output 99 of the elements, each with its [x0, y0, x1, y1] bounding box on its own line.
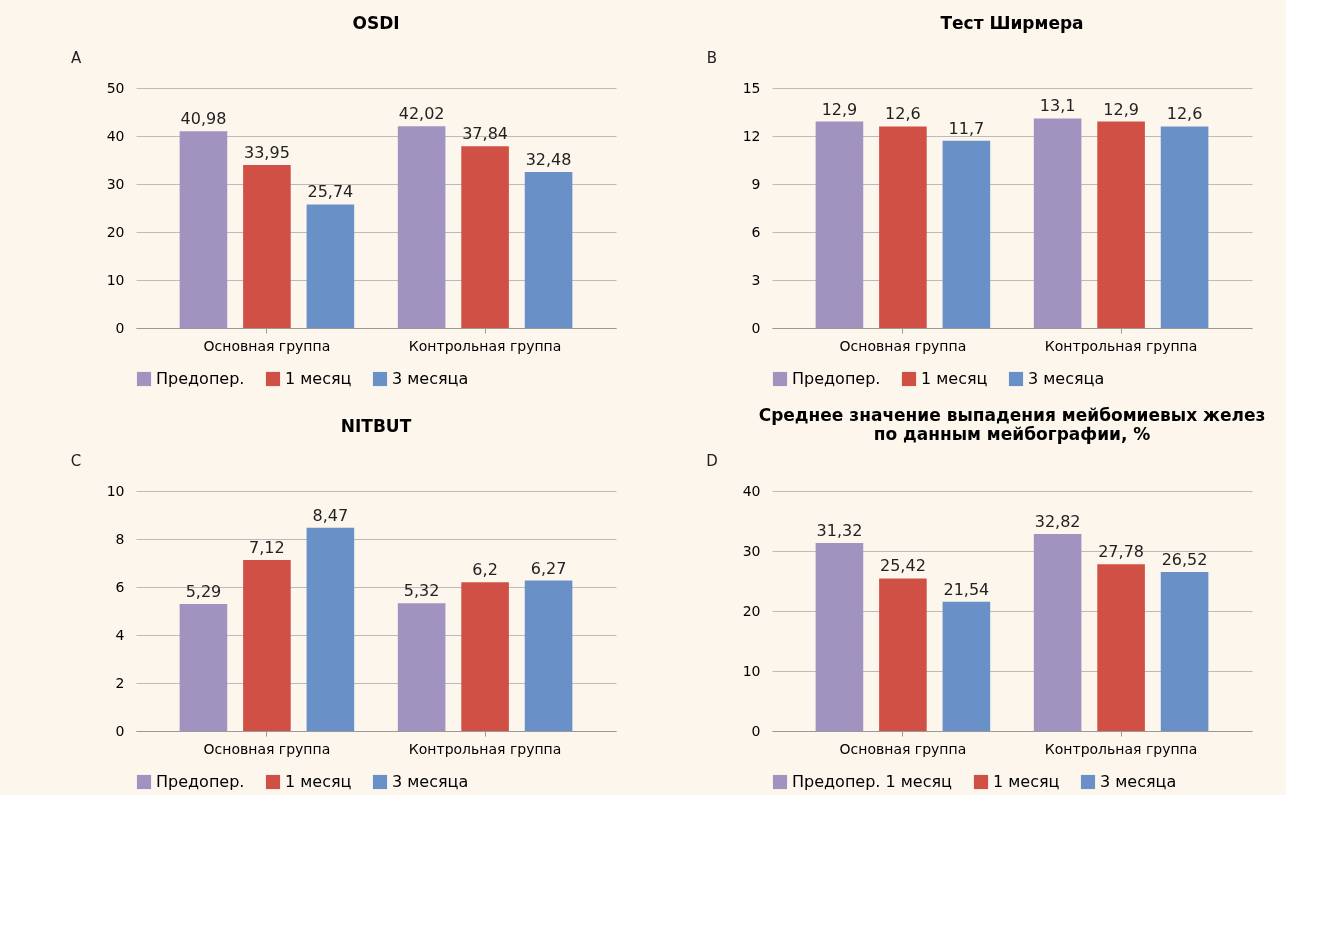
y-tick-label: 0 [115, 722, 125, 739]
legend-label: 1 месяц [993, 772, 1060, 791]
x-tick-label: Основная группа [203, 740, 331, 757]
legend-label: 1 месяц [921, 369, 988, 388]
legend-label: 3 месяца [1028, 369, 1105, 388]
y-tick-label: 20 [742, 602, 761, 619]
legend-label: 1 месяц [285, 369, 352, 388]
bar [524, 172, 573, 328]
y-tick-label: 4 [115, 626, 125, 643]
y-tick-label: 9 [751, 175, 761, 192]
text: D [706, 452, 718, 470]
y-tick-label: 0 [751, 319, 761, 336]
bar [815, 543, 864, 731]
bar [179, 604, 228, 731]
data-label: 5,32 [403, 581, 440, 601]
data-label: 8,47 [312, 505, 349, 525]
data-label: 12,6 [1166, 104, 1203, 124]
bar [461, 582, 509, 731]
legend-label: 1 месяц [285, 772, 352, 791]
data-label: 32,48 [525, 150, 572, 170]
y-tick-label: 0 [751, 722, 761, 739]
chart-title: NITBUT [340, 416, 412, 436]
x-tick-label: Контрольная группа [1044, 337, 1198, 354]
bar [397, 603, 446, 731]
bar [397, 126, 446, 328]
bar [1097, 121, 1145, 328]
data-label: 40,98 [180, 109, 227, 129]
bar [243, 165, 291, 328]
y-tick-label: 15 [742, 79, 761, 96]
data-label: 11,7 [948, 118, 985, 138]
text: C [70, 452, 82, 470]
data-label: 12,9 [1103, 99, 1139, 119]
data-label: 12,9 [821, 99, 858, 119]
chart-title: Среднее значение выпадения мейбомиевых желез по данным мейбографии, % [758, 405, 1266, 444]
x-tick-label: Основная группа [203, 337, 331, 354]
data-label: 26,52 [1161, 549, 1208, 569]
chart-title: Тест Ширмера [940, 13, 1084, 33]
bar [815, 121, 864, 328]
legend-label: Предопер. 1 месяц [792, 772, 953, 791]
x-tick-label: Основная группа [839, 740, 967, 757]
bar [243, 560, 291, 731]
y-tick-label: 12 [742, 127, 761, 144]
bar [942, 140, 991, 328]
data-label: 21,54 [943, 579, 990, 599]
bar [1033, 118, 1082, 328]
data-label: 31,32 [816, 521, 863, 541]
data-label: 25,74 [307, 182, 354, 202]
data-label: 7,12 [249, 538, 285, 558]
y-tick-label: 30 [742, 542, 761, 559]
y-tick-label: 50 [106, 79, 125, 96]
data-label: 33,95 [244, 143, 290, 163]
y-tick-label: 20 [106, 223, 125, 240]
data-label: 13,1 [1039, 96, 1076, 116]
data-label: 42,02 [398, 104, 445, 124]
bar [879, 126, 927, 328]
y-tick-label: 40 [106, 127, 125, 144]
chart-title: OSDI [352, 13, 400, 33]
bar [306, 204, 355, 328]
bar [879, 578, 927, 731]
y-tick-label: 10 [106, 482, 125, 499]
text: A [70, 49, 82, 67]
legend-label: 3 месяца [392, 369, 469, 388]
y-tick-label: 2 [115, 674, 125, 691]
bar [524, 580, 573, 731]
bar [942, 601, 991, 731]
x-tick-label: Основная группа [839, 337, 967, 354]
y-tick-label: 0 [115, 319, 125, 336]
bar [1097, 564, 1145, 731]
legend-label: Предопер. [156, 772, 245, 791]
y-tick-label: 3 [751, 271, 761, 288]
bar [1033, 534, 1082, 731]
y-tick-label: 30 [106, 175, 125, 192]
bar [1160, 571, 1209, 731]
data-label: 12,6 [885, 104, 921, 124]
data-label: 37,84 [462, 124, 508, 144]
x-tick-label: Контрольная группа [408, 740, 562, 757]
y-tick-label: 40 [742, 482, 761, 499]
x-tick-label: Контрольная группа [1044, 740, 1198, 757]
data-label: 5,29 [185, 582, 222, 602]
text: B [706, 49, 718, 67]
bar [461, 146, 509, 328]
y-tick-label: 6 [751, 223, 761, 240]
legend-label: Предопер. [156, 369, 245, 388]
legend-label: 3 месяца [1100, 772, 1177, 791]
x-tick-label: Контрольная группа [408, 337, 562, 354]
data-label: 6,2 [472, 560, 498, 580]
legend-label: Предопер. [792, 369, 881, 388]
y-tick-label: 10 [742, 662, 761, 679]
data-label: 25,42 [880, 556, 926, 576]
data-label: 6,27 [530, 558, 567, 578]
legend-label: 3 месяца [392, 772, 469, 791]
bar [179, 131, 228, 328]
bar [1160, 126, 1209, 328]
data-label: 32,82 [1034, 512, 1081, 532]
bar [306, 527, 355, 731]
y-tick-label: 8 [115, 530, 125, 547]
data-label: 27,78 [1098, 542, 1144, 562]
y-tick-label: 10 [106, 271, 125, 288]
y-tick-label: 6 [115, 578, 125, 595]
